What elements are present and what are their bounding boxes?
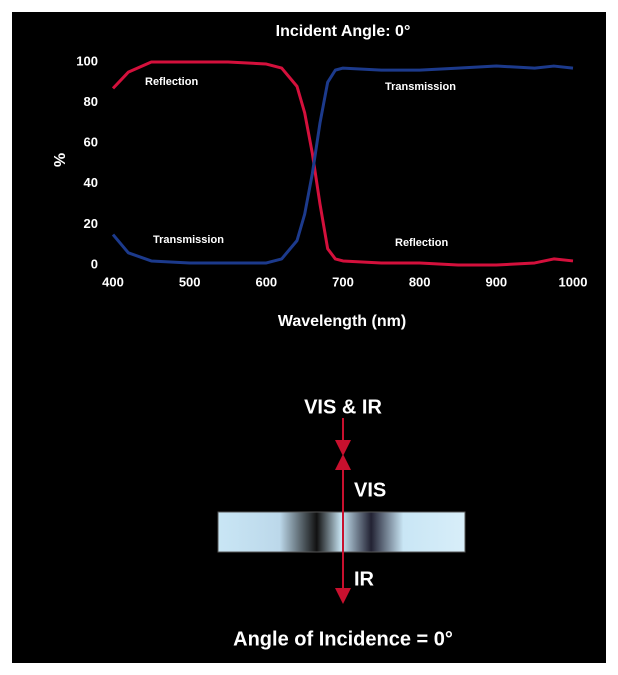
chart-title: Incident Angle: 0°	[276, 23, 411, 40]
transmitted-label: IR	[354, 568, 375, 590]
plot: 0 20 40 60 80 100 400 500 600 700 800 900 1000 Reflec…	[76, 53, 587, 289]
x-tick-label: 700	[332, 274, 354, 289]
y-tick-label: 0	[91, 256, 98, 271]
background	[12, 12, 606, 663]
series-label: Transmission	[385, 81, 456, 93]
series-line	[111, 60, 574, 267]
x-tick-label: 600	[255, 274, 277, 289]
x-tick-label: 400	[102, 274, 124, 289]
filter-glass	[217, 511, 466, 553]
annotation: Reflection	[395, 237, 448, 249]
series-line	[111, 64, 574, 265]
x-tick-label: 500	[179, 274, 201, 289]
x-tick-label: 900	[485, 274, 507, 289]
y-tick-label: 20	[84, 216, 98, 231]
annotation: Transmission	[153, 234, 224, 246]
x-axis-label: Wavelength (nm)	[278, 313, 406, 330]
x-tick-label: 1000	[559, 274, 588, 289]
y-tick-label: 60	[84, 135, 98, 150]
y-tick-label: 40	[84, 175, 98, 190]
x-tick-label: 800	[409, 274, 431, 289]
y-axis-label: %	[50, 153, 67, 167]
series-label: Reflection	[145, 76, 198, 88]
reflected-label: VIS	[354, 479, 386, 501]
diagram-caption: Angle of Incidence = 0°	[233, 628, 453, 650]
y-tick-label: 100	[76, 53, 98, 68]
y-tick-label: 80	[84, 94, 98, 109]
incident-label: VIS & IR	[304, 396, 382, 418]
